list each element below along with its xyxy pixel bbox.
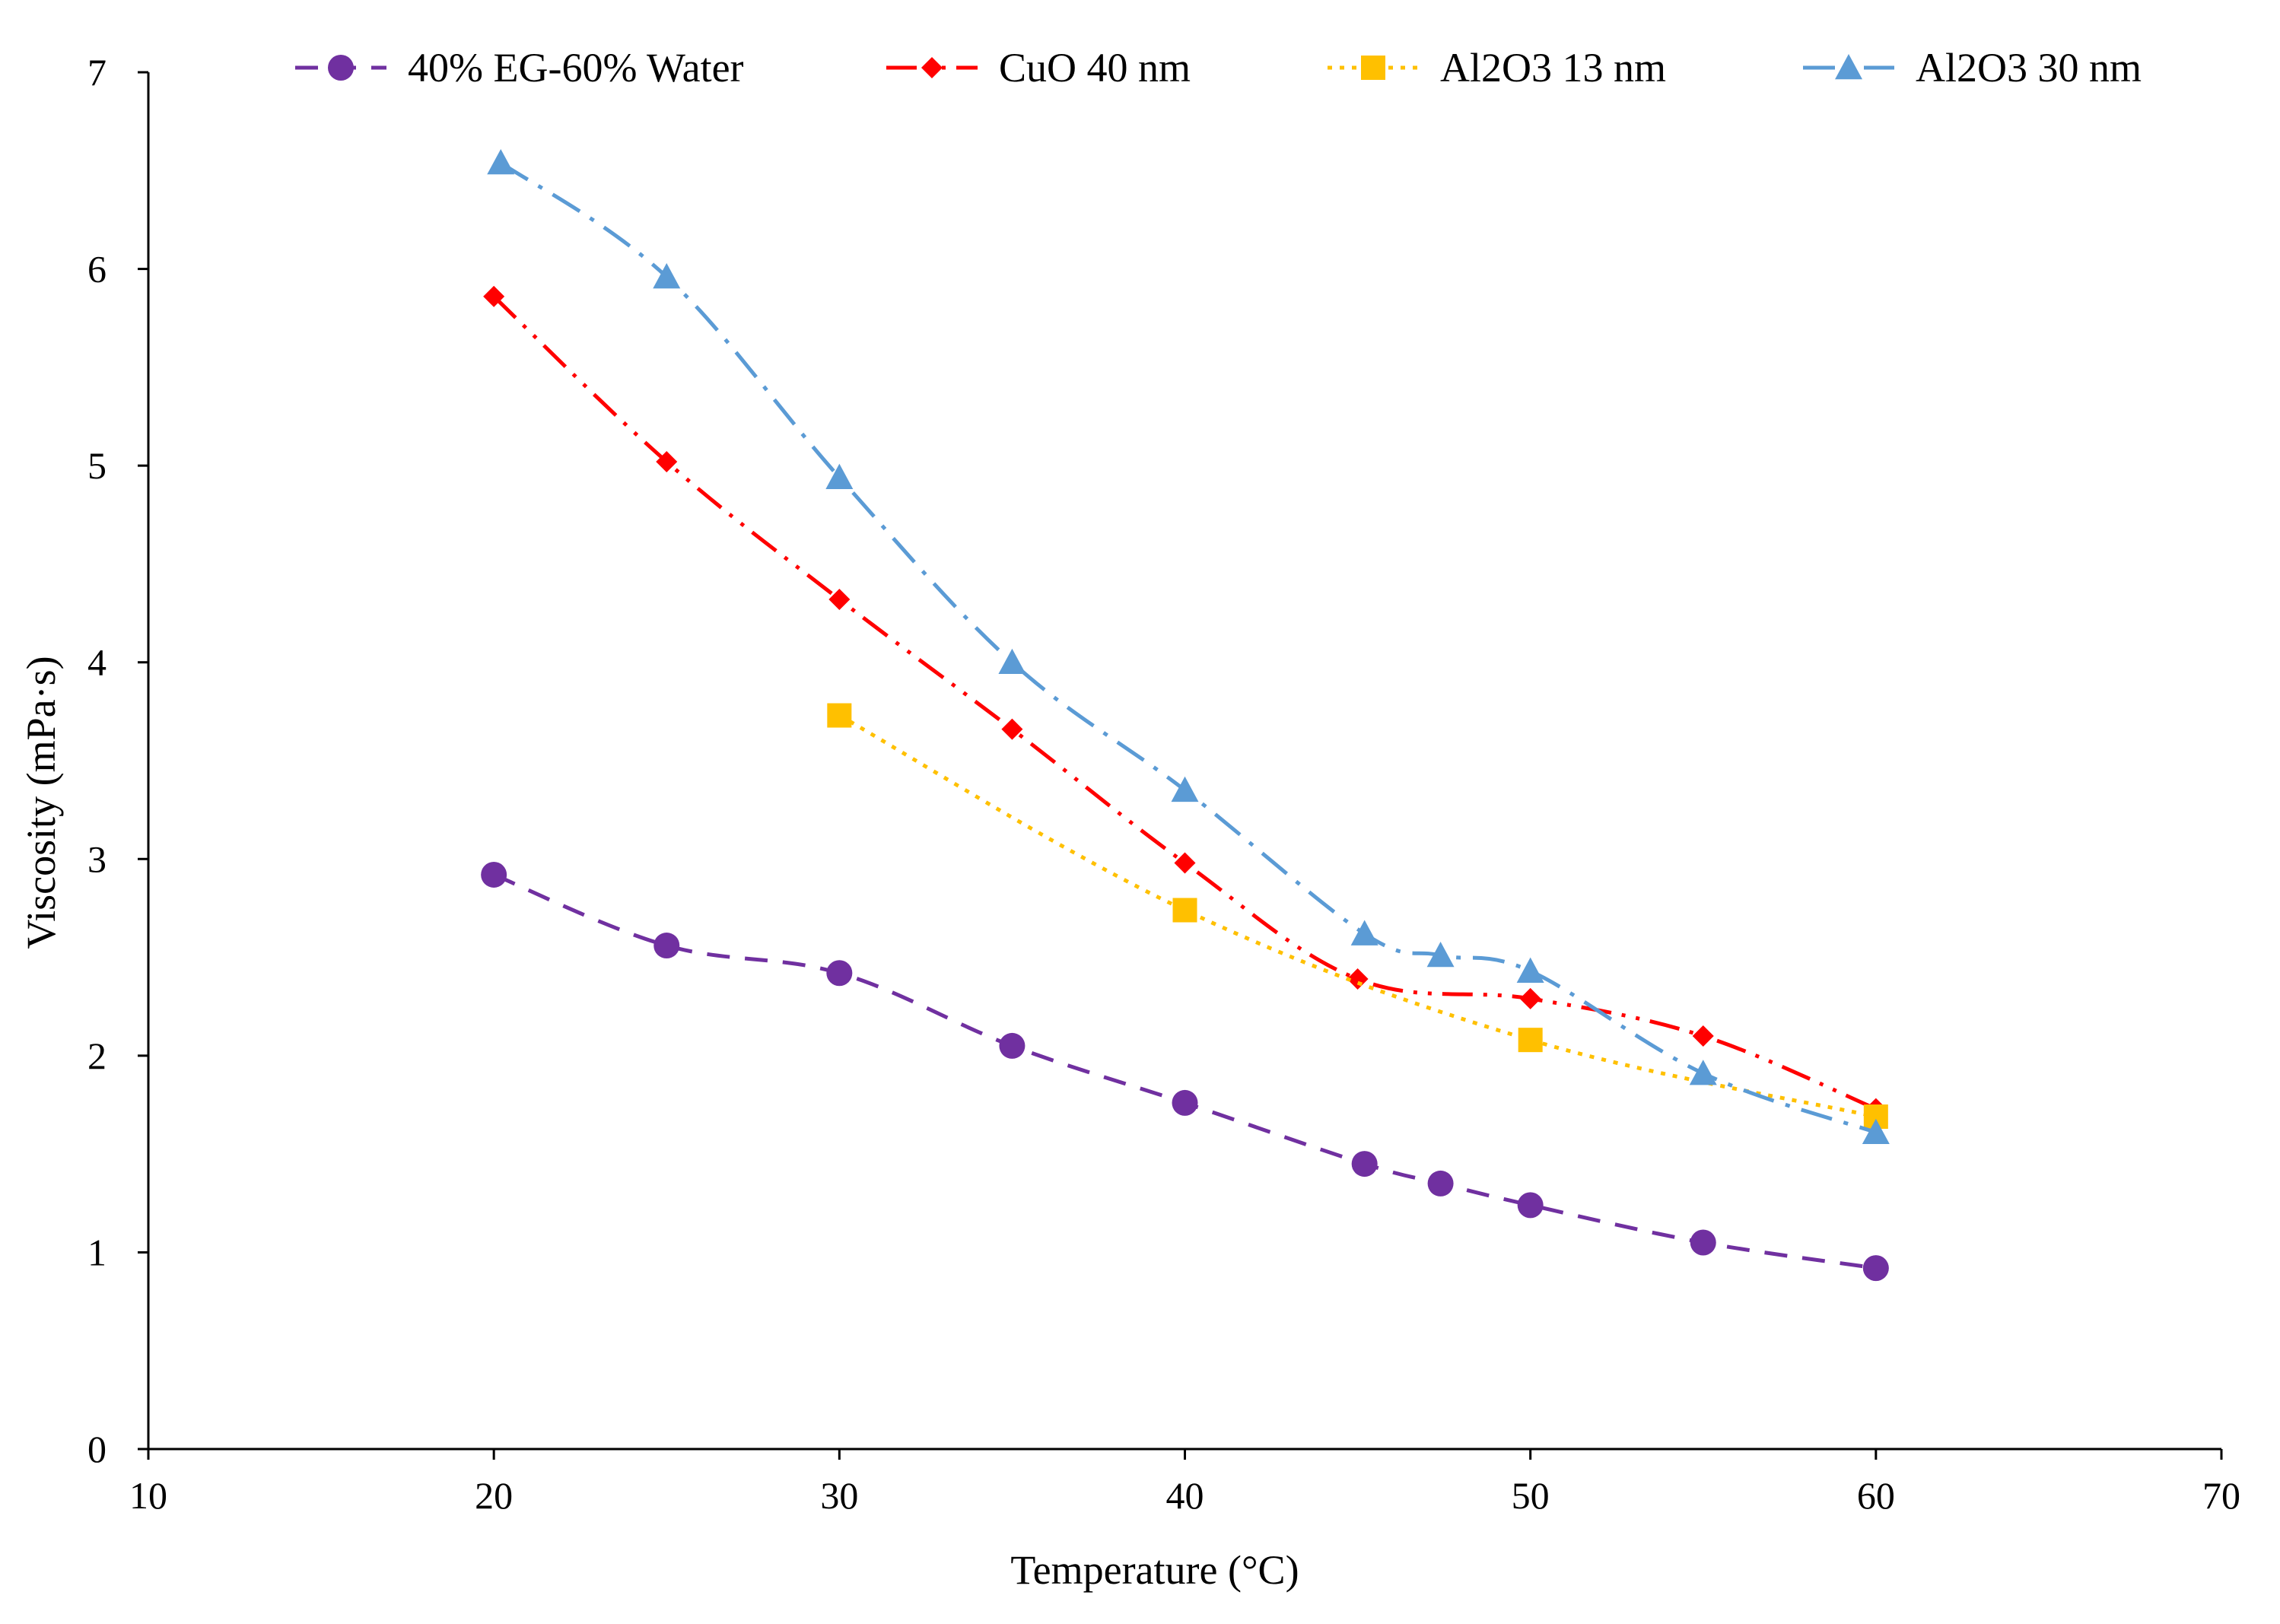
legend: 40% EG-60% Water CuO 40 nm Al2O3 13 nm Al2O… xyxy=(295,45,2142,91)
legend-marker xyxy=(1361,56,1385,80)
data-point xyxy=(826,960,853,987)
data-point xyxy=(1351,1151,1378,1177)
data-point xyxy=(1517,1192,1544,1219)
data-point xyxy=(1427,1170,1454,1197)
series-line xyxy=(492,294,1877,1111)
legend-label: CuO 40 nm xyxy=(999,45,1191,91)
data-point xyxy=(653,262,681,289)
data-point xyxy=(487,148,515,175)
series-line xyxy=(838,713,1877,1119)
x-tick-label: 40 xyxy=(1166,1474,1204,1517)
data-point xyxy=(1171,776,1199,802)
series-al2o3-13-nm xyxy=(827,703,1888,1130)
y-tick-label: 2 xyxy=(87,1034,107,1077)
legend-marker xyxy=(921,57,943,78)
data-point xyxy=(1350,920,1378,945)
series-line xyxy=(493,872,1877,1270)
x-tick-label: 20 xyxy=(475,1474,513,1517)
data-point xyxy=(481,861,507,888)
data-point xyxy=(825,463,854,489)
legend-item: Al2O3 30 nm xyxy=(1803,45,2142,91)
data-point xyxy=(1172,898,1197,923)
legend-marker xyxy=(328,55,354,81)
y-tick-label: 3 xyxy=(87,837,107,880)
axes: 0 1 2 3 4 5 6 7 10 20 30 40 50 60 70 xyxy=(87,51,2240,1517)
legend-item: Al2O3 13 nm xyxy=(1328,45,1666,91)
data-point xyxy=(1347,968,1369,990)
legend-item: 40% EG-60% Water xyxy=(295,45,744,91)
data-point xyxy=(998,648,1026,675)
data-point xyxy=(828,588,851,610)
data-point xyxy=(827,703,852,728)
series-al2o3-30-nm xyxy=(487,148,1890,1144)
legend-label: 40% EG-60% Water xyxy=(408,45,744,91)
series-cuo-40-nm xyxy=(483,285,1887,1120)
data-point xyxy=(653,933,680,959)
legend-label: Al2O3 30 nm xyxy=(1916,45,2142,91)
y-tick-label: 0 xyxy=(87,1428,107,1470)
data-point xyxy=(1516,957,1544,983)
y-tick-label: 4 xyxy=(87,641,107,684)
legend-label: Al2O3 13 nm xyxy=(1440,45,1666,91)
data-point xyxy=(483,285,505,307)
data-point xyxy=(1690,1229,1716,1256)
legend-item: CuO 40 nm xyxy=(886,45,1191,91)
data-point xyxy=(999,1032,1026,1059)
x-axis-title: Temperature (°C) xyxy=(1010,1547,1299,1593)
y-tick-label: 7 xyxy=(87,51,107,94)
x-tick-label: 50 xyxy=(1512,1474,1550,1517)
data-point xyxy=(1174,852,1196,874)
data-point xyxy=(1426,941,1455,968)
x-tick-label: 30 xyxy=(820,1474,858,1517)
y-tick-label: 5 xyxy=(87,444,107,487)
x-tick-label: 10 xyxy=(129,1474,167,1517)
series-line xyxy=(499,160,1877,1135)
series-40-eg-60-water xyxy=(481,861,1889,1282)
x-tick-label: 60 xyxy=(1857,1474,1895,1517)
legend-marker xyxy=(1835,54,1862,80)
y-tick-label: 1 xyxy=(87,1231,107,1273)
data-point xyxy=(1862,1118,1890,1144)
y-axis-title: Viscosity (mPa·s) xyxy=(18,656,64,949)
data-point xyxy=(1518,1028,1543,1053)
series-group xyxy=(481,148,1890,1282)
data-point xyxy=(1172,1089,1198,1116)
data-point xyxy=(1689,1060,1717,1085)
data-point xyxy=(1001,718,1023,740)
y-tick-label: 6 xyxy=(87,248,107,291)
data-point xyxy=(1519,987,1541,1009)
data-point xyxy=(1862,1255,1889,1282)
x-tick-label: 70 xyxy=(2202,1474,2240,1517)
data-point xyxy=(1692,1025,1714,1047)
data-point xyxy=(656,450,678,472)
